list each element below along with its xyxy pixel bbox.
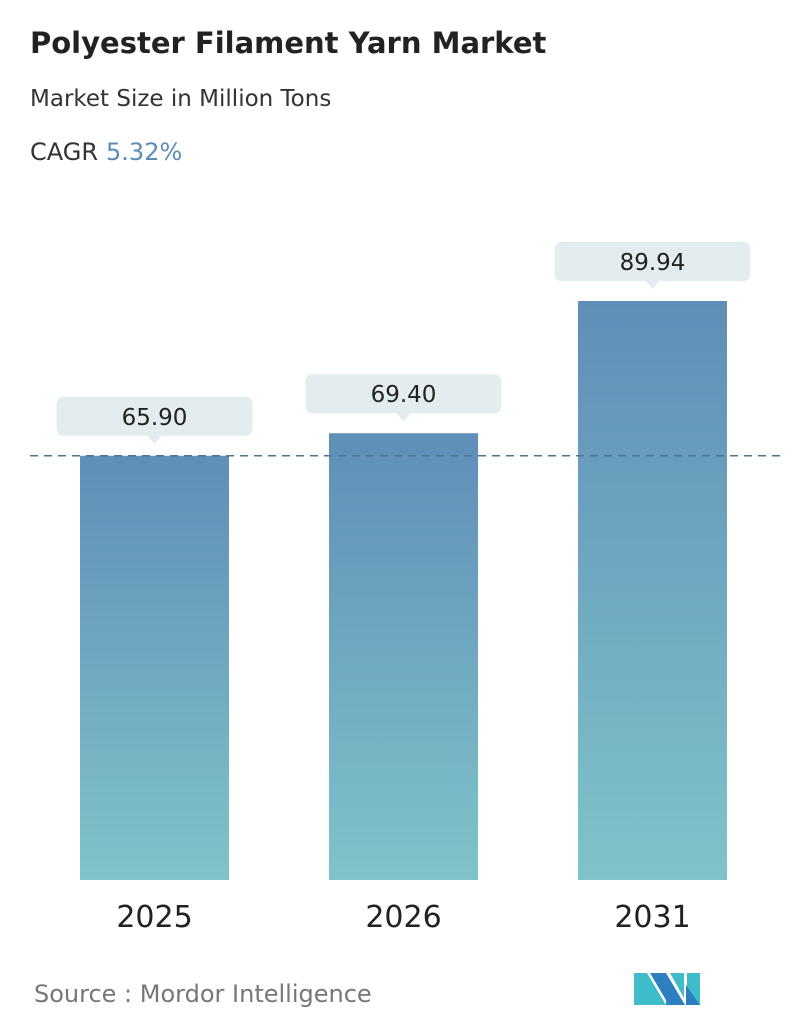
cagr-value: 5.32%: [106, 138, 183, 166]
bar-2031: [578, 301, 727, 880]
source-text: Source : Mordor Intelligence: [34, 980, 372, 1008]
chart-title: Polyester Filament Yarn Market: [30, 26, 547, 60]
data-label-pointer: [395, 412, 412, 422]
data-label: 89.94: [620, 250, 686, 276]
data-label-pointer: [146, 434, 163, 444]
data-label: 65.90: [122, 405, 188, 431]
data-label-pointer: [644, 280, 661, 289]
data-label-box: [305, 374, 502, 414]
x-tick-label: 2031: [614, 900, 690, 935]
data-label-box: [56, 396, 253, 436]
x-tick-label: 2026: [365, 900, 441, 935]
cagr-label: CAGR: [30, 138, 99, 166]
data-label: 69.40: [371, 382, 437, 408]
data-label-box: [554, 242, 751, 281]
cagr: CAGR 5.32%: [30, 138, 182, 166]
bar-2026: [329, 433, 478, 880]
x-tick-label: 2025: [116, 900, 192, 935]
chart-subtitle: Market Size in Million Tons: [30, 86, 332, 112]
bar-2025: [80, 455, 229, 880]
